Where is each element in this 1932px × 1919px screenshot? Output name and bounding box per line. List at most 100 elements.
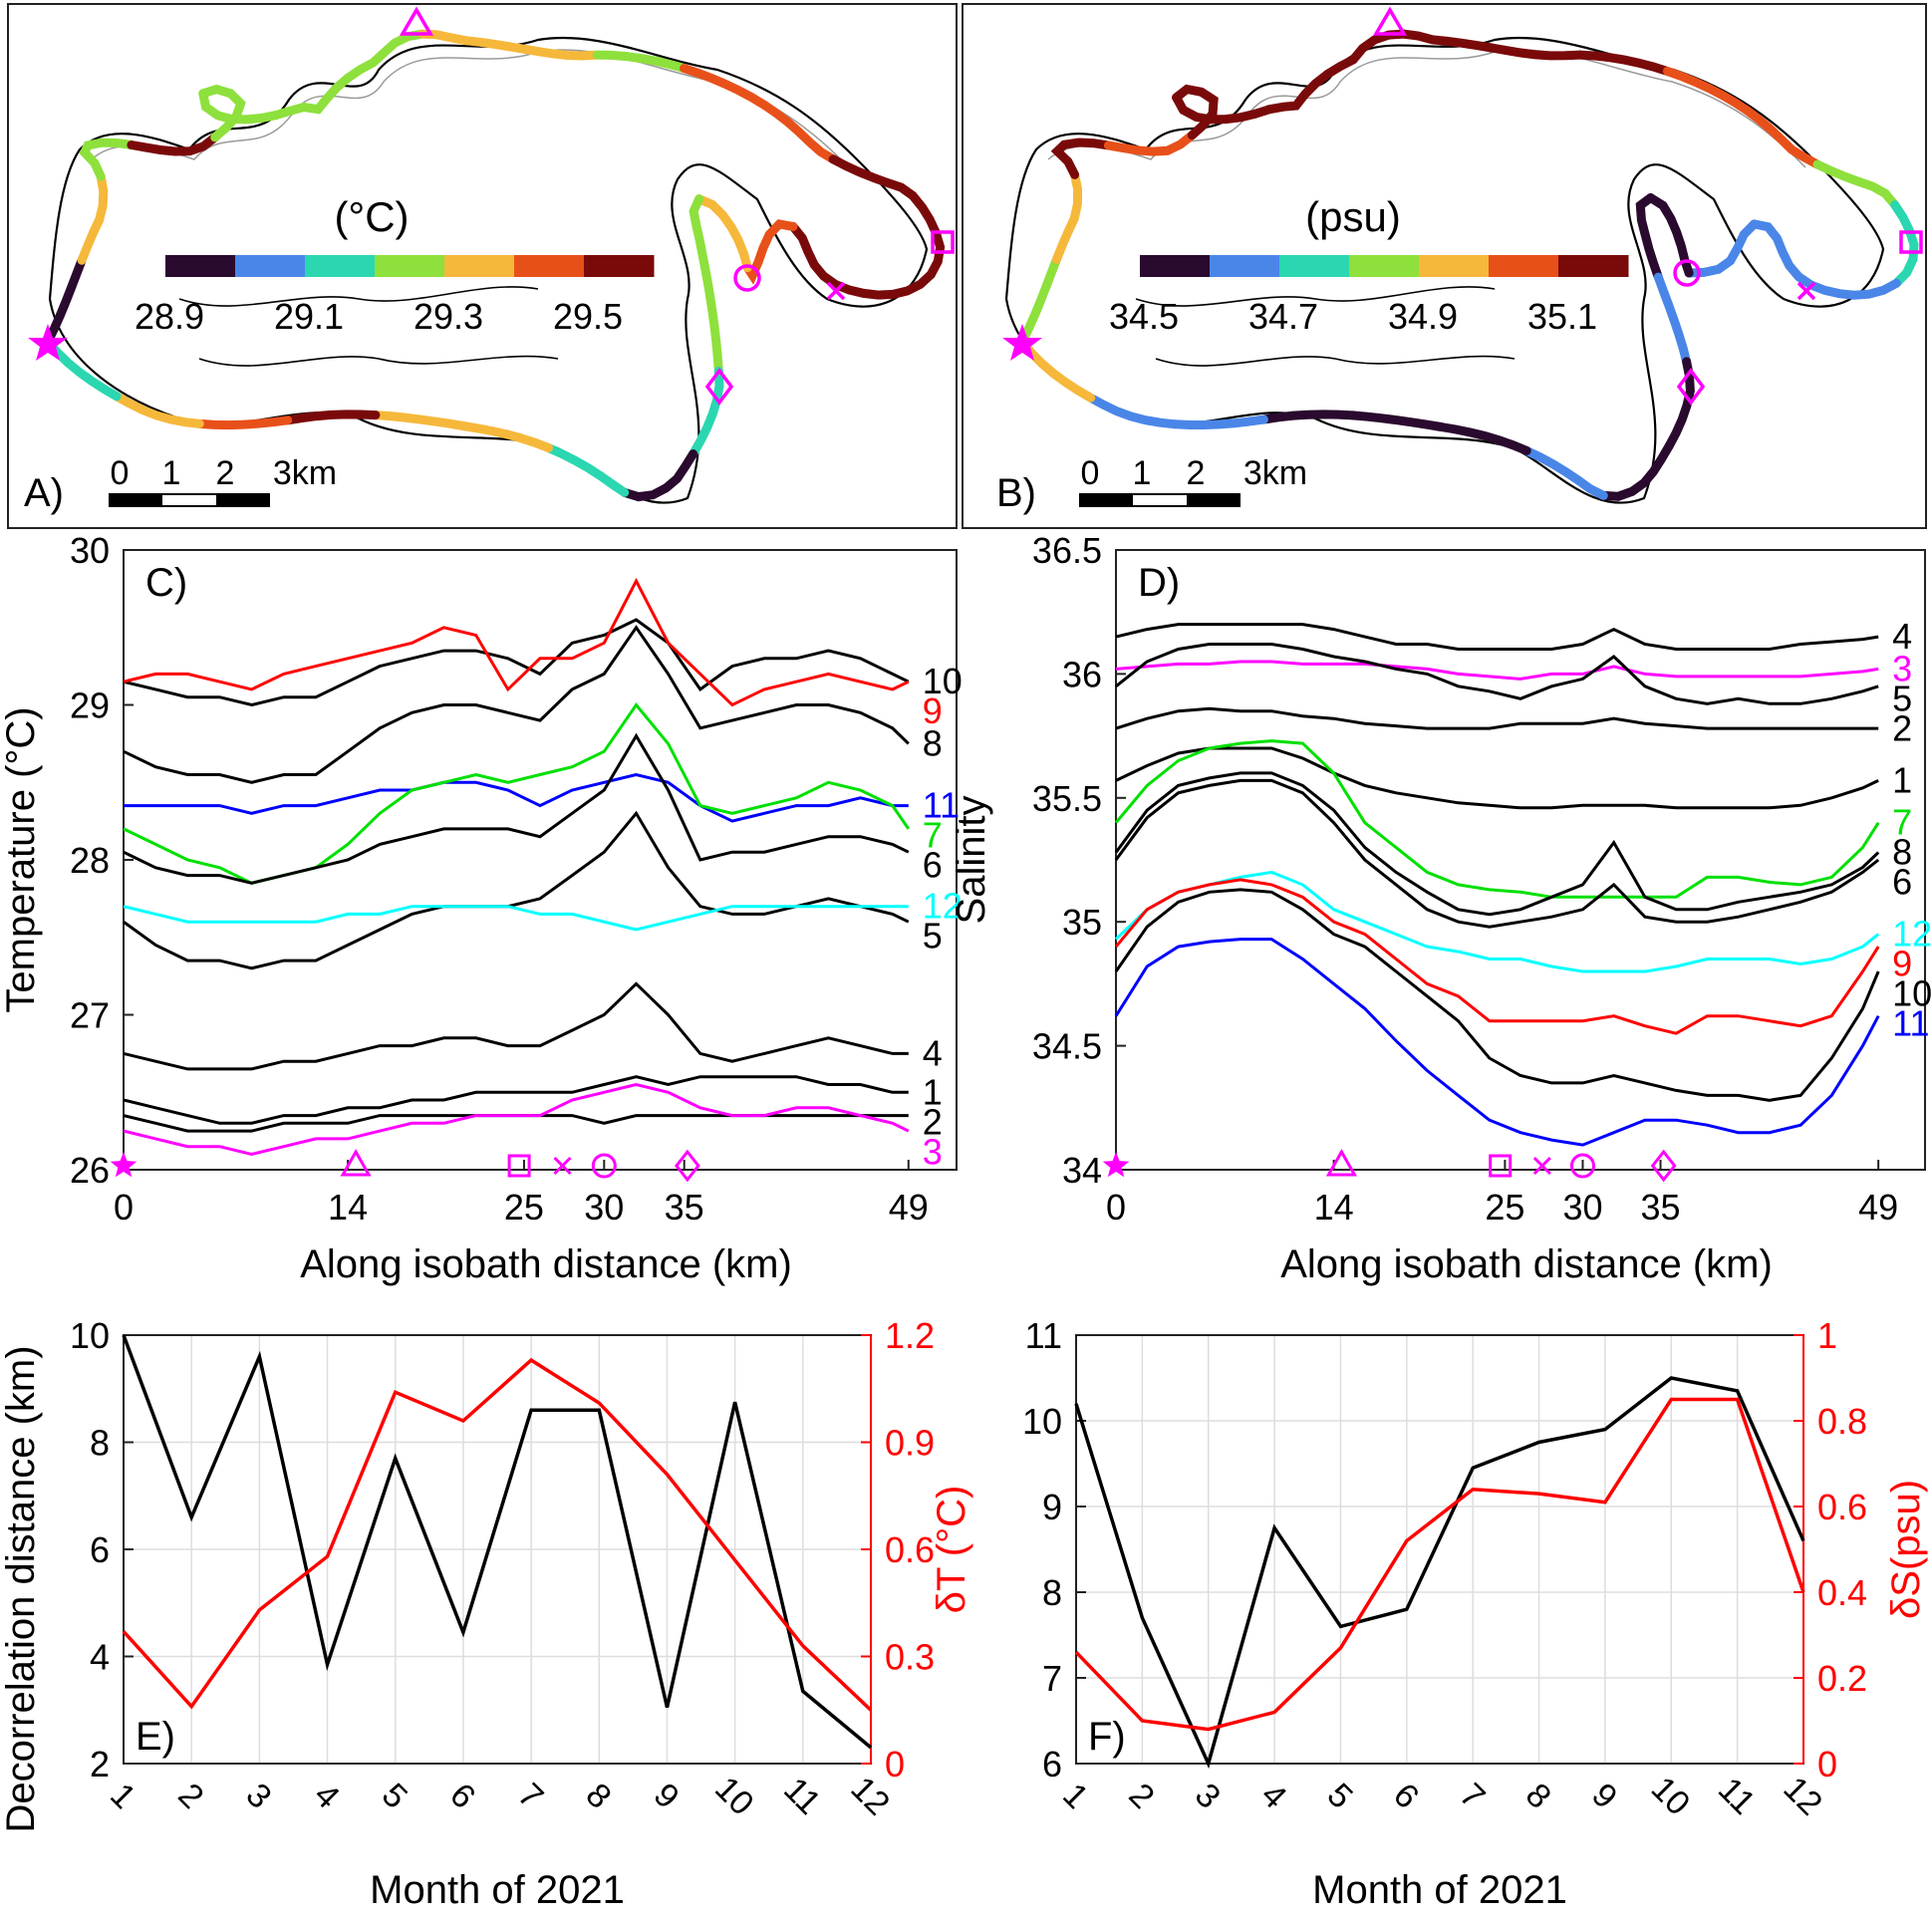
- series-line-12: [123, 905, 909, 932]
- isobath-segment: [592, 50, 689, 74]
- series-label-12: 12: [1892, 914, 1932, 955]
- scale-a-0: 0: [111, 454, 130, 492]
- isobath-segment: [371, 411, 468, 430]
- series-line-7: [1114, 739, 1880, 899]
- y-tick-label: 4: [90, 1637, 110, 1678]
- x-marker-a: [826, 281, 846, 301]
- series-label-2: 2: [923, 1101, 943, 1142]
- series-label-1: 1: [923, 1071, 943, 1112]
- isobath-segment: [1684, 219, 1759, 278]
- series-line-6: [1114, 778, 1880, 929]
- series-line-3: [1115, 660, 1879, 681]
- star-marker-a: [28, 324, 68, 361]
- star-marker: [110, 1152, 138, 1178]
- isobath-segment: [1750, 219, 1816, 290]
- series-label-5: 5: [923, 916, 943, 957]
- isobath-segment: [1051, 169, 1083, 264]
- square-marker-b: [1899, 230, 1923, 254]
- isobath-segment: [1436, 422, 1531, 455]
- y-tick-label: 35: [1062, 902, 1102, 943]
- x-tick-label: 30: [1562, 1187, 1602, 1228]
- colorbar-swatch: [375, 255, 445, 277]
- series-line-11: [124, 772, 909, 823]
- series-line-decorrelation: [122, 1334, 873, 1750]
- series-line-9: [1114, 878, 1880, 1035]
- map-markers-b: [1002, 6, 1923, 406]
- series-label-8: 8: [923, 722, 943, 763]
- colorbar-swatch: [584, 255, 655, 277]
- colorbar-b-tick-3: 34.9: [1388, 296, 1458, 337]
- colorbar-swatch: [165, 255, 236, 277]
- plot-area: [1076, 1335, 1803, 1764]
- diamond-marker-b: [1676, 368, 1706, 406]
- isobath-segment: [127, 133, 220, 156]
- series-label-7: 7: [923, 815, 943, 856]
- colorbar-swatch: [1140, 255, 1211, 277]
- isobath-segment: [1890, 200, 1919, 288]
- series-label-9: 9: [1892, 944, 1912, 984]
- series-line-delta: [1074, 1397, 1805, 1732]
- isobath-segment: [194, 415, 293, 430]
- isobath-segment: [1521, 445, 1608, 500]
- triangle-marker-a: [399, 6, 434, 36]
- circle-marker: [1569, 1153, 1595, 1179]
- isobath-segment: [1662, 67, 1752, 116]
- series-line-1: [123, 1075, 909, 1125]
- scale-a-1: 1: [162, 454, 181, 492]
- isobath-segment: [343, 29, 427, 83]
- series-line-decorrelation: [1074, 1376, 1805, 1770]
- x-tick-label: 14: [328, 1187, 368, 1228]
- series-line-4: [123, 981, 909, 1071]
- isobath-segment: [1258, 410, 1358, 424]
- y-right-tick-label: 0.9: [885, 1423, 935, 1464]
- y-tick-label: 11: [1025, 1315, 1062, 1356]
- x-tick-label: 35: [1641, 1187, 1681, 1228]
- y-tick-label: 35.5: [1032, 778, 1102, 819]
- y-right-tick-label: 0.8: [1817, 1401, 1867, 1442]
- isobath-segment: [1086, 393, 1180, 429]
- y-tick-label: 36.5: [1032, 530, 1102, 571]
- colorbar-swatch: [235, 255, 306, 277]
- series-line-12: [1114, 870, 1880, 973]
- isobath-segment: [283, 410, 381, 425]
- x-axis-title: Along isobath distance (km): [1280, 1242, 1773, 1286]
- isobath-segment: [504, 42, 602, 61]
- series-label-4: 4: [923, 1032, 943, 1073]
- diamond-marker: [1650, 1149, 1677, 1183]
- scale-bar-a: 0 1 2 3km: [109, 454, 337, 507]
- colorbar-b: (psu) 34.5 34.7 34.9 35.1: [1109, 193, 1629, 337]
- isobath-segment: [1635, 193, 1663, 282]
- y-right-tick-label: 0.6: [885, 1529, 935, 1570]
- x-tick-label: 14: [1314, 1187, 1354, 1228]
- triangle-marker-b: [1372, 6, 1408, 36]
- y-tick-label: 10: [1022, 1401, 1062, 1442]
- isobath-segment: [1170, 414, 1268, 429]
- x-tick-label: 25: [1485, 1187, 1524, 1228]
- square-marker-a: [931, 230, 955, 254]
- panel-label: D): [1138, 561, 1180, 605]
- series-label-10: 10: [1892, 973, 1932, 1014]
- triangle-marker: [340, 1148, 372, 1177]
- isobath-colored-path-a: [43, 29, 946, 502]
- isobath-segment: [1742, 106, 1822, 169]
- isobath-segment: [1250, 70, 1332, 119]
- isobath-segment: [828, 154, 918, 200]
- isobath-segment: [1664, 357, 1695, 451]
- x-marker-b: [1796, 281, 1816, 301]
- y-tick-label: 6: [90, 1529, 110, 1570]
- y-tick-label: 29: [70, 685, 110, 726]
- isobath-segment: [1172, 93, 1259, 125]
- y-tick-label: 6: [1042, 1744, 1062, 1784]
- y-tick-label: 10: [70, 1315, 110, 1356]
- colorbar-b-tick-4: 35.1: [1527, 296, 1597, 337]
- isobath-segment: [742, 219, 798, 285]
- x-axis-title: Along isobath distance (km): [300, 1242, 792, 1286]
- colorbar-swatch: [1210, 255, 1280, 277]
- colorbar-swatch: [1349, 255, 1420, 277]
- isobath-segment: [544, 443, 630, 497]
- x-tick-label: 0: [1106, 1187, 1126, 1228]
- scale-b-1: 1: [1133, 454, 1152, 492]
- colorbar-a-tick-2: 29.1: [274, 296, 344, 337]
- x-marker: [553, 1156, 572, 1176]
